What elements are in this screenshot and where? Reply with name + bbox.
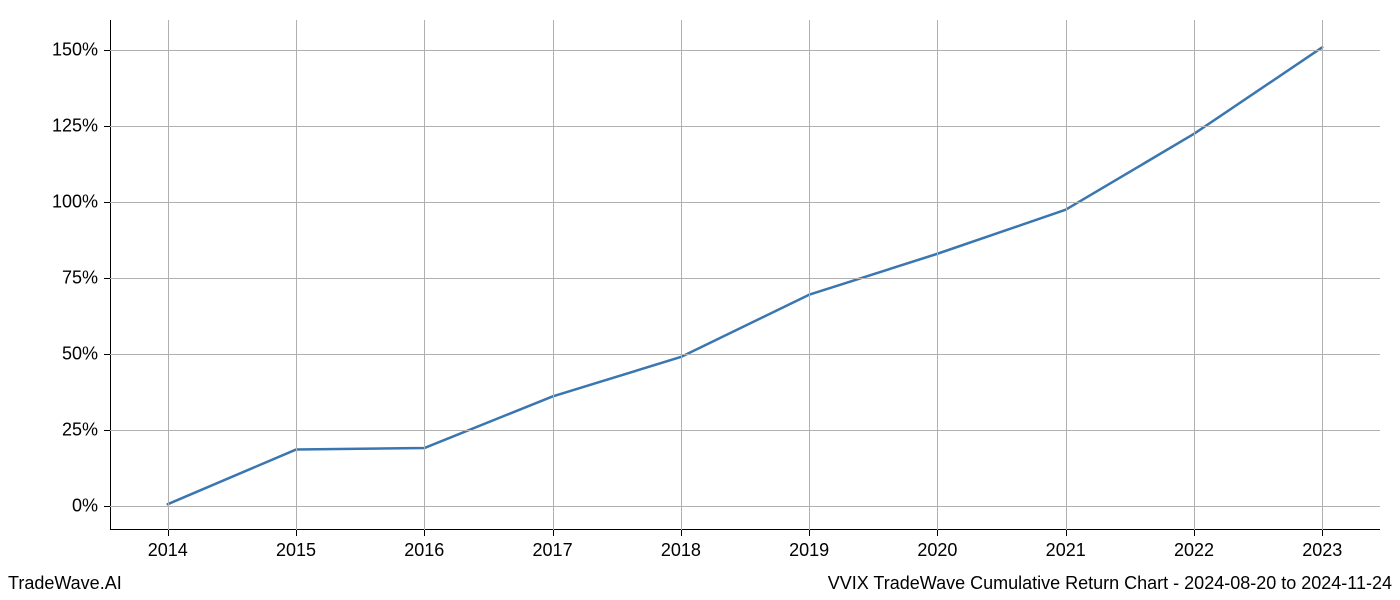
line-series [110, 20, 1380, 530]
gridline-vertical [1066, 20, 1067, 530]
plot-area: 2014201520162017201820192020202120222023… [110, 20, 1380, 530]
gridline-vertical [681, 20, 682, 530]
footer-right-text: VVIX TradeWave Cumulative Return Chart -… [828, 573, 1392, 594]
gridline-vertical [296, 20, 297, 530]
gridline-vertical [168, 20, 169, 530]
y-tick-mark [104, 50, 110, 51]
return-line [168, 47, 1323, 504]
y-tick-label: 75% [62, 268, 98, 289]
gridline-horizontal [110, 202, 1380, 203]
y-tick-mark [104, 126, 110, 127]
y-tick-mark [104, 430, 110, 431]
y-tick-label: 150% [52, 40, 98, 61]
y-tick-mark [104, 278, 110, 279]
x-tick-label: 2019 [789, 540, 829, 561]
chart-container: 2014 2015 2016 2017 2018 2019 2020 2021 2022 2023… [0, 0, 1400, 600]
x-tick-label: 2017 [533, 540, 573, 561]
x-tick-label: 2023 [1302, 540, 1342, 561]
y-tick-label: 25% [62, 419, 98, 440]
gridline-vertical [809, 20, 810, 530]
x-tick-mark [1194, 530, 1195, 536]
gridline-vertical [937, 20, 938, 530]
gridline-vertical [1322, 20, 1323, 530]
gridline-horizontal [110, 126, 1380, 127]
x-tick-label: 2016 [404, 540, 444, 561]
x-tick-label: 2020 [917, 540, 957, 561]
x-tick-mark [296, 530, 297, 536]
y-tick-mark [104, 506, 110, 507]
y-tick-label: 100% [52, 192, 98, 213]
gridline-horizontal [110, 430, 1380, 431]
y-tick-mark [104, 354, 110, 355]
x-tick-mark [424, 530, 425, 536]
y-axis-spine [110, 20, 111, 530]
gridline-vertical [553, 20, 554, 530]
x-tick-label: 2021 [1046, 540, 1086, 561]
gridline-vertical [424, 20, 425, 530]
y-tick-label: 0% [72, 495, 98, 516]
gridline-vertical [1194, 20, 1195, 530]
x-tick-label: 2022 [1174, 540, 1214, 561]
gridline-horizontal [110, 506, 1380, 507]
gridline-horizontal [110, 50, 1380, 51]
x-tick-mark [553, 530, 554, 536]
gridline-horizontal [110, 354, 1380, 355]
x-tick-label: 2014 [148, 540, 188, 561]
x-tick-mark [168, 530, 169, 536]
y-tick-label: 125% [52, 116, 98, 137]
x-axis-spine [110, 529, 1380, 530]
y-tick-label: 50% [62, 343, 98, 364]
x-tick-label: 2018 [661, 540, 701, 561]
footer-left-text: TradeWave.AI [8, 573, 122, 594]
x-tick-label: 2015 [276, 540, 316, 561]
x-tick-mark [1066, 530, 1067, 536]
x-tick-mark [681, 530, 682, 536]
x-tick-mark [809, 530, 810, 536]
gridline-horizontal [110, 278, 1380, 279]
y-tick-mark [104, 202, 110, 203]
x-tick-mark [1322, 530, 1323, 536]
x-tick-mark [937, 530, 938, 536]
